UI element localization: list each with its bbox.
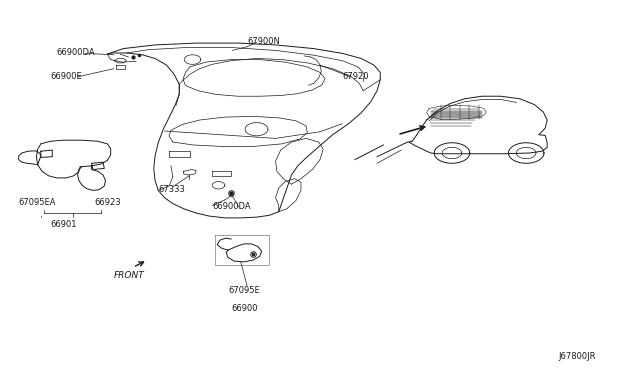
- Text: 66900E: 66900E: [51, 71, 82, 81]
- Text: 66923: 66923: [95, 198, 122, 207]
- Text: 66900DA: 66900DA: [212, 202, 251, 211]
- Text: 67095EA: 67095EA: [19, 198, 56, 207]
- Text: J67800JR: J67800JR: [558, 352, 595, 361]
- Text: 67333: 67333: [158, 185, 185, 194]
- Text: 66900: 66900: [231, 304, 258, 313]
- Text: 66901: 66901: [51, 220, 77, 229]
- Text: 66900DA: 66900DA: [57, 48, 95, 57]
- Text: 67095E: 67095E: [228, 286, 260, 295]
- Text: 67920: 67920: [342, 71, 369, 81]
- Text: FRONT: FRONT: [114, 271, 145, 280]
- Text: 67900N: 67900N: [247, 37, 280, 46]
